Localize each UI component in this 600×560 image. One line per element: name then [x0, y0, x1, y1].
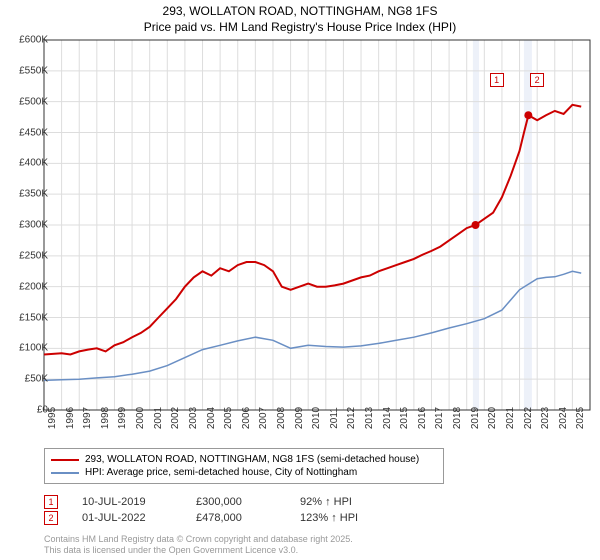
legend-row-1: HPI: Average price, semi-detached house,…: [51, 466, 437, 479]
x-tick-label: 2001: [153, 407, 164, 429]
x-tick-label: 2005: [223, 407, 234, 429]
x-tick-label: 2015: [399, 407, 410, 429]
legend-label-0: 293, WOLLATON ROAD, NOTTINGHAM, NG8 1FS …: [85, 454, 419, 465]
title-line-2: Price paid vs. HM Land Registry's House …: [0, 20, 600, 36]
x-tick-label: 2019: [470, 407, 481, 429]
chart-marker-label-2: 2: [530, 73, 544, 87]
x-tick-label: 2006: [241, 407, 252, 429]
annotation-date-0: 10-JUL-2019: [82, 496, 172, 508]
chart-svg: [44, 40, 590, 410]
x-tick-label: 1996: [65, 407, 76, 429]
x-tick-label: 2009: [294, 407, 305, 429]
x-tick-label: 2025: [575, 407, 586, 429]
footer-line-2: This data is licensed under the Open Gov…: [44, 545, 353, 556]
chart-title: 293, WOLLATON ROAD, NOTTINGHAM, NG8 1FS …: [0, 0, 600, 35]
annotation-date-1: 01-JUL-2022: [82, 512, 172, 524]
x-tick-label: 2022: [523, 407, 534, 429]
y-tick-label: £350K: [6, 189, 48, 200]
x-tick-label: 1999: [117, 407, 128, 429]
y-tick-label: £500K: [6, 96, 48, 107]
x-tick-label: 2017: [434, 407, 445, 429]
x-tick-label: 2018: [452, 407, 463, 429]
x-tick-label: 2011: [329, 407, 340, 429]
x-tick-label: 2002: [170, 407, 181, 429]
x-tick-label: 2014: [382, 407, 393, 429]
chart-marker-label-1: 1: [490, 73, 504, 87]
x-tick-label: 2012: [346, 407, 357, 429]
x-tick-label: 2020: [487, 407, 498, 429]
x-tick-label: 2003: [188, 407, 199, 429]
legend-label-1: HPI: Average price, semi-detached house,…: [85, 467, 357, 478]
legend: 293, WOLLATON ROAD, NOTTINGHAM, NG8 1FS …: [44, 448, 444, 484]
x-tick-label: 2016: [417, 407, 428, 429]
annotation-delta-0: 92% ↑ HPI: [300, 496, 352, 508]
x-tick-label: 2008: [276, 407, 287, 429]
annotation-table: 1 10-JUL-2019 £300,000 92% ↑ HPI 2 01-JU…: [44, 494, 358, 526]
x-tick-label: 2007: [258, 407, 269, 429]
legend-swatch-0: [51, 459, 79, 461]
annotation-price-0: £300,000: [196, 496, 276, 508]
annotation-delta-1: 123% ↑ HPI: [300, 512, 358, 524]
legend-swatch-1: [51, 472, 79, 474]
annotation-marker-0: 1: [44, 495, 58, 509]
y-tick-label: £600K: [6, 35, 48, 46]
y-tick-label: £50K: [6, 374, 48, 385]
x-tick-label: 2021: [505, 407, 516, 429]
annotation-row-0: 1 10-JUL-2019 £300,000 92% ↑ HPI: [44, 494, 358, 510]
x-tick-label: 2010: [311, 407, 322, 429]
annotation-marker-1: 2: [44, 511, 58, 525]
y-tick-label: £0: [6, 405, 48, 416]
y-tick-label: £400K: [6, 158, 48, 169]
y-tick-label: £150K: [6, 312, 48, 323]
x-tick-label: 1997: [82, 407, 93, 429]
y-tick-label: £200K: [6, 281, 48, 292]
annotation-price-1: £478,000: [196, 512, 276, 524]
footer-line-1: Contains HM Land Registry data © Crown c…: [44, 534, 353, 545]
title-line-1: 293, WOLLATON ROAD, NOTTINGHAM, NG8 1FS: [0, 4, 600, 20]
legend-row-0: 293, WOLLATON ROAD, NOTTINGHAM, NG8 1FS …: [51, 453, 437, 466]
y-tick-label: £250K: [6, 250, 48, 261]
x-tick-label: 1998: [100, 407, 111, 429]
annotation-row-1: 2 01-JUL-2022 £478,000 123% ↑ HPI: [44, 510, 358, 526]
y-tick-label: £300K: [6, 220, 48, 231]
x-tick-label: 2000: [135, 407, 146, 429]
y-tick-label: £100K: [6, 343, 48, 354]
x-tick-label: 2004: [206, 407, 217, 429]
x-tick-label: 2023: [540, 407, 551, 429]
x-tick-label: 1995: [47, 407, 58, 429]
y-tick-label: £550K: [6, 65, 48, 76]
x-tick-label: 2024: [558, 407, 569, 429]
footer: Contains HM Land Registry data © Crown c…: [44, 534, 353, 556]
x-tick-label: 2013: [364, 407, 375, 429]
chart-plot-area: [44, 40, 590, 410]
y-tick-label: £450K: [6, 127, 48, 138]
